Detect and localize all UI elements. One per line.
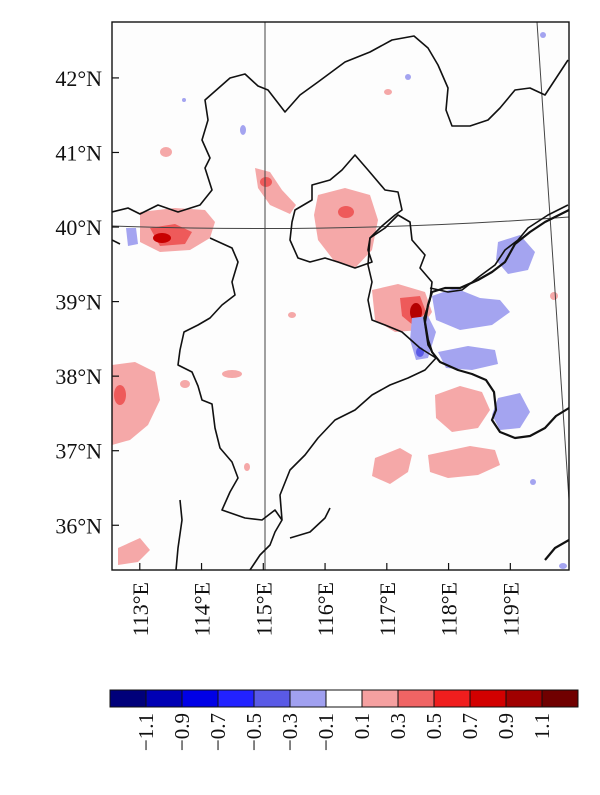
shanxi-henan-boundary <box>175 499 183 570</box>
positive-anomaly-patch <box>112 362 160 445</box>
lon-tick-label: 117°E <box>375 582 400 636</box>
negative-anomaly-patch <box>438 346 498 370</box>
colorbar-segment <box>109 689 147 708</box>
colorbar-segment <box>217 689 255 708</box>
colorbar-label: 0.9 <box>494 713 518 739</box>
colorbar: −1.1 −0.9 −0.7 −0.5 −0.3 −0.1 0.1 0.3 0.5 0.7 0.9 1… <box>109 689 579 751</box>
lat-tick-label: 37°N <box>55 439 102 464</box>
colorbar-segment <box>433 689 471 708</box>
graticule-parallel-40N <box>112 216 569 230</box>
colorbar-label: −0.9 <box>170 713 194 751</box>
colorbar-segment <box>145 689 183 708</box>
hebei-east-boundary <box>429 204 569 293</box>
lon-tick-label: 119°E <box>498 582 523 636</box>
colorbar-label: −0.1 <box>314 713 338 751</box>
positive-anomaly-patch <box>118 538 150 565</box>
negative-anomaly-patch <box>559 563 567 569</box>
colorbar-label: −0.3 <box>278 713 302 751</box>
bohai-coastline <box>423 209 569 440</box>
lat-tick-label: 38°N <box>55 364 102 389</box>
colorbar-segment <box>541 689 579 708</box>
lat-tick-label: 41°N <box>55 140 102 165</box>
colorbar-label: 0.1 <box>350 713 374 739</box>
hebei-shandong-boundary <box>249 357 437 570</box>
lat-tick-label: 40°N <box>55 215 102 240</box>
colorbar-segment <box>289 689 327 708</box>
colorbar-segment <box>253 689 291 708</box>
positive-anomaly-core <box>338 206 354 218</box>
colorbar-label: 0.5 <box>422 713 446 739</box>
hebei-outer-boundary <box>112 35 569 215</box>
lon-tick-label: 118°E <box>437 582 462 636</box>
southern-boundary <box>289 507 331 539</box>
coastline-southeast <box>544 539 569 561</box>
colorbar-segment <box>361 689 399 708</box>
colorbar-segment <box>469 689 507 708</box>
colorbar-label: 0.7 <box>458 713 482 739</box>
colorbar-label: 0.3 <box>386 713 410 739</box>
positive-anomaly-patch <box>435 386 490 432</box>
negative-anomaly-patch <box>540 32 546 38</box>
latitude-axis: 42°N 41°N 40°N 39°N 38°N 37°N 36°N <box>55 66 119 538</box>
coastline <box>423 209 569 561</box>
map-frame <box>111 21 570 571</box>
colorbar-segment <box>181 689 219 708</box>
positive-anomaly-patch <box>160 147 172 157</box>
colorbar-segment <box>505 689 543 708</box>
positive-anomaly-patch <box>180 380 190 388</box>
colorbar-label: 1.1 <box>530 713 554 739</box>
longitude-axis: 113°E 114°E 115°E 116°E 117°E 118°E 119°E <box>128 563 523 636</box>
negative-anomaly-patch <box>496 235 535 274</box>
negative-anomaly-patch <box>492 393 530 430</box>
map-panel <box>111 21 570 571</box>
colorbar-segment <box>397 689 435 708</box>
negative-anomaly-patch <box>405 74 411 80</box>
colorbar-label: −0.7 <box>206 713 230 751</box>
lon-tick-label: 115°E <box>251 582 276 636</box>
colorbar-label: −1.1 <box>134 713 158 751</box>
province-boundaries <box>112 35 569 570</box>
hebei-shanxi-boundary <box>177 237 283 521</box>
positive-anomaly-core <box>153 233 171 243</box>
negative-anomaly-patch <box>240 125 246 135</box>
positive-anomaly-patch <box>372 448 412 484</box>
lat-tick-label: 39°N <box>55 290 102 315</box>
positive-anomaly-patch <box>428 446 500 478</box>
positive-anomaly-patch <box>288 312 296 318</box>
graticule-meridian-east <box>536 22 569 501</box>
negative-anomaly-patch <box>432 288 510 330</box>
positive-anomaly-patch <box>550 292 558 300</box>
negative-anomaly-patch <box>410 316 436 360</box>
inner-mongolia-boundary <box>112 239 121 245</box>
positive-anomaly-core <box>260 177 272 187</box>
colorbar-label: −0.5 <box>242 713 266 751</box>
positive-anomaly-core <box>114 385 126 405</box>
lon-tick-label: 113°E <box>128 582 153 636</box>
lat-tick-label: 36°N <box>55 513 102 538</box>
beijing-boundary <box>289 154 403 269</box>
anomaly-field <box>112 22 569 570</box>
positive-anomaly-patch <box>222 370 242 378</box>
positive-anomaly-patch <box>384 89 392 95</box>
positive-anomaly-core <box>410 303 422 321</box>
negative-anomaly-patch <box>126 228 138 246</box>
negative-anomaly-patch <box>530 479 536 485</box>
map-background <box>112 22 569 570</box>
colorbar-segment <box>325 689 363 708</box>
lon-tick-label: 114°E <box>190 582 215 636</box>
negative-anomaly-patch <box>182 98 186 102</box>
lon-tick-label: 116°E <box>313 582 338 636</box>
positive-anomaly-patch <box>244 463 250 471</box>
lat-tick-label: 42°N <box>55 66 102 91</box>
